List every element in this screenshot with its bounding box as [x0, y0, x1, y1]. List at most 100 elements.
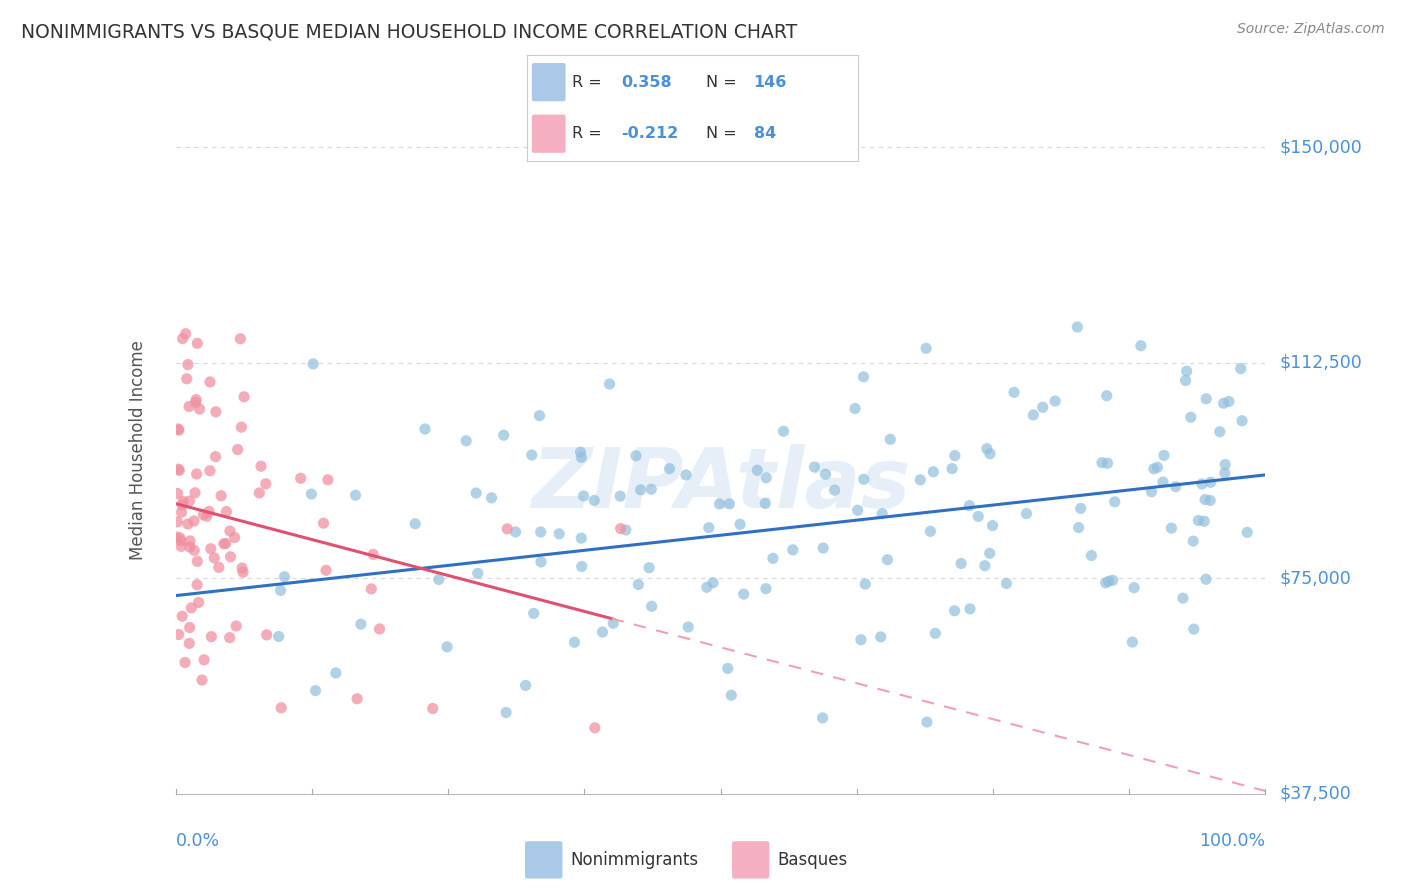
Point — [302, 357, 325, 371]
Text: 146: 146 — [754, 75, 787, 89]
Point — [1213, 458, 1236, 472]
Point — [170, 533, 193, 548]
Point — [1187, 514, 1209, 528]
Point — [346, 691, 368, 706]
Point — [755, 582, 778, 596]
Point — [640, 482, 662, 496]
Point — [180, 600, 202, 615]
Point — [177, 400, 200, 414]
Point — [191, 673, 214, 687]
Point — [915, 341, 938, 355]
Point — [529, 409, 551, 423]
Point — [718, 497, 741, 511]
Point — [427, 573, 450, 587]
Point — [824, 483, 846, 498]
Point — [1192, 514, 1215, 528]
Point — [1209, 425, 1232, 439]
Point — [1094, 575, 1116, 590]
Point — [1091, 456, 1114, 470]
Point — [583, 493, 606, 508]
Point — [762, 551, 785, 566]
Point — [772, 425, 794, 439]
Point — [169, 531, 191, 545]
Point — [496, 522, 519, 536]
Point — [922, 465, 945, 479]
Point — [852, 472, 875, 486]
Point — [515, 678, 537, 692]
Point — [1002, 385, 1025, 400]
Point — [1146, 460, 1168, 475]
Point — [571, 559, 593, 574]
Point — [229, 332, 252, 346]
Point — [530, 555, 553, 569]
Point — [232, 565, 254, 579]
Point — [1043, 394, 1066, 409]
Point — [569, 445, 592, 459]
Point — [523, 607, 546, 621]
Point — [1229, 361, 1251, 376]
Point — [186, 467, 208, 481]
Point — [481, 491, 503, 505]
Point — [200, 541, 222, 556]
Point — [1191, 477, 1213, 491]
Point — [233, 390, 256, 404]
Point — [267, 630, 290, 644]
Point — [920, 524, 942, 539]
Point — [231, 561, 253, 575]
Point — [202, 550, 225, 565]
Point — [176, 372, 198, 386]
Point — [844, 401, 866, 416]
Point — [995, 576, 1018, 591]
Point — [569, 531, 592, 545]
Point — [602, 616, 624, 631]
Point — [404, 516, 426, 531]
Point — [167, 462, 190, 476]
Point — [179, 540, 201, 554]
Point — [224, 531, 246, 545]
Point — [166, 486, 188, 500]
Point — [422, 701, 444, 715]
Point — [814, 467, 837, 482]
Point — [172, 332, 194, 346]
Point — [1101, 574, 1123, 588]
Point — [1194, 492, 1216, 507]
Point — [1199, 475, 1222, 490]
Point — [325, 665, 347, 680]
Point — [943, 604, 966, 618]
Point — [215, 504, 238, 518]
Point — [212, 537, 235, 551]
Point — [1022, 408, 1045, 422]
Point — [675, 467, 697, 482]
Point — [179, 636, 201, 650]
Point — [198, 464, 221, 478]
Point — [709, 497, 731, 511]
Point — [624, 449, 647, 463]
Point — [256, 628, 278, 642]
Point — [273, 570, 295, 584]
Point — [177, 358, 200, 372]
FancyBboxPatch shape — [533, 63, 565, 101]
Point — [1182, 534, 1205, 549]
FancyBboxPatch shape — [533, 115, 565, 153]
Point — [630, 483, 652, 497]
Point — [1218, 394, 1240, 409]
Text: N =: N = — [706, 127, 741, 141]
Point — [170, 540, 193, 554]
Point — [304, 683, 326, 698]
Point — [1199, 493, 1222, 508]
Point — [1160, 521, 1182, 535]
Point — [200, 630, 222, 644]
Point — [1171, 591, 1194, 606]
Point — [361, 548, 384, 562]
Point — [530, 524, 553, 539]
Point — [702, 575, 724, 590]
Point — [571, 450, 593, 465]
Point — [174, 656, 197, 670]
Point — [1152, 475, 1174, 489]
Point — [973, 558, 995, 573]
Point — [184, 395, 207, 409]
Point — [505, 524, 527, 539]
Point — [183, 514, 205, 528]
Point — [876, 552, 898, 566]
Point — [492, 428, 515, 442]
